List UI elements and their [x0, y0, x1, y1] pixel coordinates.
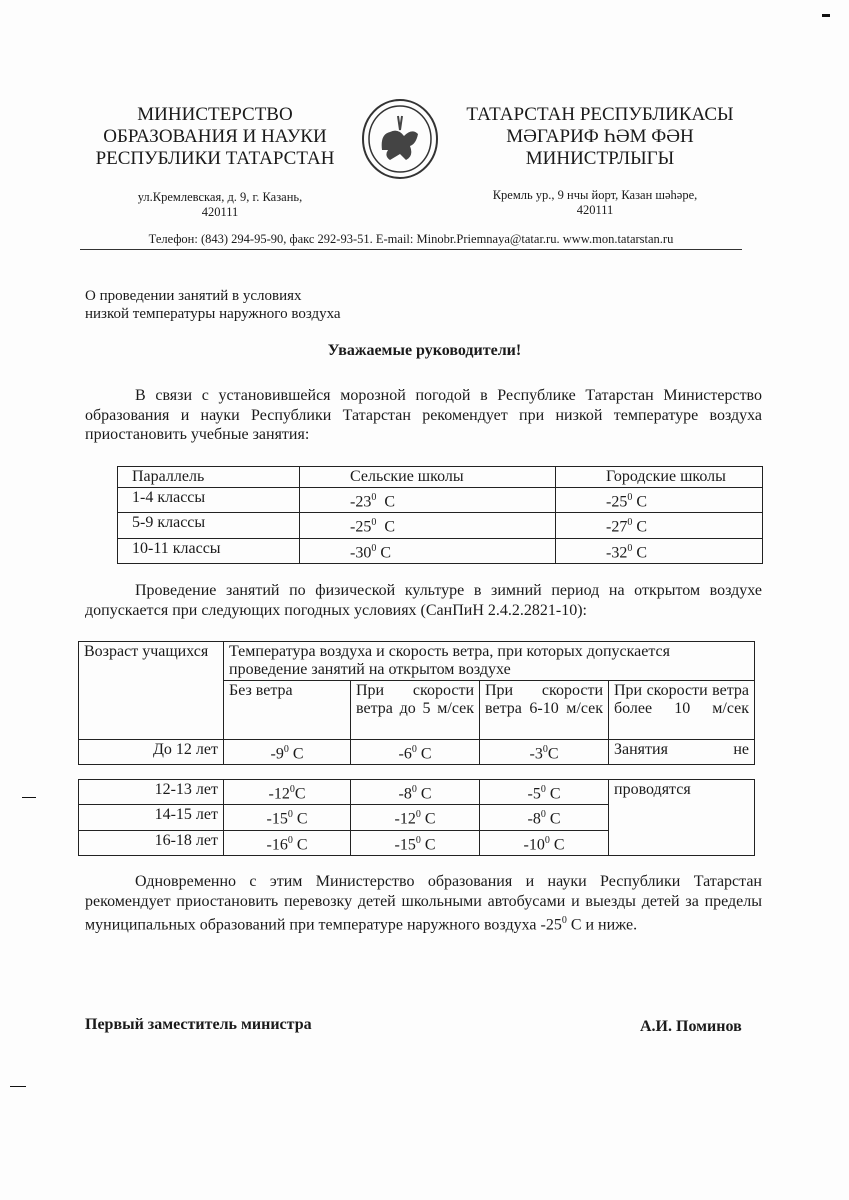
signatory-position: Первый заместитель министра	[85, 1016, 312, 1033]
paragraph-1: В связи с установившейся морозной погодо…	[85, 387, 762, 443]
signatory-name: А.И. Поминов	[640, 1018, 742, 1035]
contact-line: Телефон: (843) 294-95-90, факс 292-93-51…	[80, 232, 742, 250]
table-row: 14-15 лет -150 C -120 C -80 C	[78, 804, 755, 831]
scan-mark	[22, 797, 36, 798]
table-row: До 12 лет -90 C -60 C -30C Занятия не	[78, 738, 755, 766]
scan-mark	[10, 1086, 26, 1087]
address-russian: ул.Кремлевская, д. 9, г. Казань, 420111	[137, 190, 303, 219]
table-header-row: Параллель Сельские школы Городские школы	[117, 466, 763, 488]
suspension-temperature-table: Параллель Сельские школы Городские школы…	[117, 466, 763, 564]
scan-mark	[822, 14, 830, 17]
table-subheader-row: Без ветра При скорости ветра до 5 м/сек …	[79, 680, 755, 740]
table-row: 16-18 лет -160 C -150 C -100 C	[78, 829, 755, 856]
table-row: 10-11 классы -300 C -320 C	[117, 537, 763, 564]
table-row: 12-13 лет -120C -80 C -50 C проводятся	[78, 778, 755, 856]
greeting: Уважаемые руководители!	[327, 342, 522, 359]
paragraph-3: Одновременно с этим Министерство образов…	[85, 873, 762, 934]
ministry-name-tatar: ТАТАРСТАН РЕСПУБЛИКАСЫ МӘГАРИФ ҺӘМ ФӘН М…	[466, 104, 734, 169]
physical-education-table-continued: 12-13 лет -120C -80 C -50 C проводятся 1…	[78, 778, 755, 856]
tatarstan-emblem	[360, 98, 440, 180]
table-row: 1-4 классы -230 C -250 C	[117, 486, 763, 514]
table-row: 5-9 классы -250 C -270 C	[117, 512, 763, 539]
subject: О проведении занятий в условиях низкой т…	[85, 288, 341, 322]
ministry-name-russian: МИНИСТЕРСТВО ОБРАЗОВАНИЯ И НАУКИ РЕСПУБЛ…	[95, 104, 335, 169]
address-tatar: Кремль ур., 9 нчы йорт, Казан шәһәре, 42…	[492, 188, 698, 217]
physical-education-table: Возраст учащихся Температура воздуха и с…	[78, 641, 755, 766]
paragraph-2: Проведение занятий по физической культур…	[85, 582, 762, 619]
